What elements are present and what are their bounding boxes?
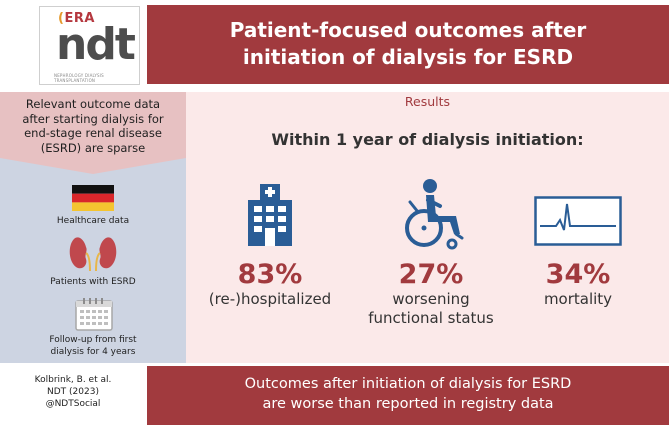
citation: Kolbrink, B. et al. NDT (2023) @NDTSocia… xyxy=(0,374,146,410)
citation-box: Kolbrink, B. et al. NDT (2023) @NDTSocia… xyxy=(0,366,146,425)
kidneys-icon xyxy=(69,237,117,272)
intro-box: Relevant outcome data after starting dia… xyxy=(0,92,186,158)
germany-flag-icon xyxy=(72,185,114,211)
citation-line: NDT (2023) xyxy=(47,387,99,397)
stat-label-line: worsening xyxy=(392,290,470,308)
logo-ndt-text: ndt xyxy=(56,19,136,70)
journal-logo: (ERA ndt NEPHROLOGY DIALYSIS TRANSPLANTA… xyxy=(39,6,140,85)
logo-era-text: ERA xyxy=(64,11,95,26)
methods-item-label: Follow-up from first dialysis for 4 year… xyxy=(0,334,186,358)
ecg-flatline-icon xyxy=(534,196,622,246)
stat-hospitalized: 83% (re-)hospitalized xyxy=(195,260,345,309)
stat-functional-status: 27% worsening functional status xyxy=(356,260,506,328)
methods-item-line: Follow-up from first xyxy=(49,335,137,345)
intro-text: Relevant outcome data after starting dia… xyxy=(4,97,182,155)
intro-line: Relevant outcome data xyxy=(25,97,161,111)
intro-line: after starting dialysis for xyxy=(22,111,164,126)
calendar-icon xyxy=(75,298,113,331)
wheelchair-icon xyxy=(405,179,464,250)
page-title: Patient-focused outcomes after initiatio… xyxy=(147,17,669,71)
citation-line: @NDTSocial xyxy=(45,399,101,409)
citation-line: Kolbrink, B. et al. xyxy=(34,375,112,385)
stat-value: 83% xyxy=(237,259,303,290)
conclusion-line-1: Outcomes after initiation of dialysis fo… xyxy=(244,376,572,392)
methods-item-label: Healthcare data xyxy=(56,216,130,226)
stat-label-line: functional status xyxy=(368,309,494,327)
stat-value: 27% xyxy=(398,259,464,290)
conclusion-line-2: are worse than reported in registry data xyxy=(262,396,554,412)
methods-item-label: Patients with ESRD xyxy=(50,277,136,287)
intro-line: (ESRD) are sparse xyxy=(40,140,146,155)
results-label: Results xyxy=(404,94,451,109)
era-logo-mark: ( xyxy=(58,11,65,26)
conclusion-text: Outcomes after initiation of dialysis fo… xyxy=(147,374,669,414)
title-line-2: initiation of dialysis for ESRD xyxy=(242,45,574,69)
stat-mortality: 34% mortality xyxy=(503,260,653,309)
results-heading: Within 1 year of dialysis initiation: xyxy=(271,130,584,149)
title-line-1: Patient-focused outcomes after xyxy=(229,18,587,42)
stat-label: (re-)hospitalized xyxy=(208,290,332,308)
intro-arrow xyxy=(0,158,186,174)
stat-value: 34% xyxy=(545,259,611,290)
results-panel: Results Within 1 year of dialysis initia… xyxy=(186,92,669,363)
stat-label: mortality xyxy=(543,290,613,308)
title-banner: Patient-focused outcomes after initiatio… xyxy=(147,5,669,84)
methods-item-line: dialysis for 4 years xyxy=(50,347,136,357)
hospital-icon xyxy=(248,184,292,246)
conclusion-banner: Outcomes after initiation of dialysis fo… xyxy=(147,366,669,425)
logo-tagline: NEPHROLOGY DIALYSIS TRANSPLANTATION xyxy=(54,73,104,83)
intro-line: end-stage renal disease xyxy=(24,126,162,140)
